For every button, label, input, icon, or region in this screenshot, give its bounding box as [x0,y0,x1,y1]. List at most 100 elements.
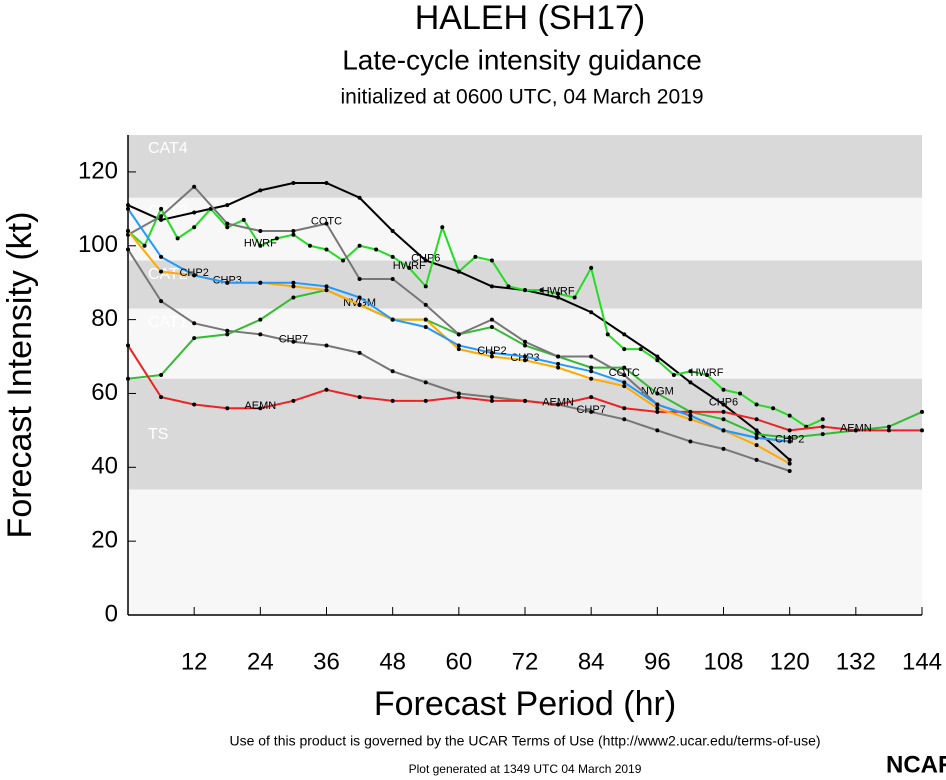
data-point [126,343,130,348]
data-point [589,265,594,270]
data-point [622,417,627,422]
data-point [175,236,180,241]
data-point [357,195,362,200]
data-point [291,398,296,403]
data-point [456,343,461,348]
data-point [456,391,461,396]
data-point [192,184,197,189]
line-label: AEMN [542,396,574,408]
data-point [357,350,362,355]
data-point [688,369,693,374]
data-point [159,217,164,222]
data-point [655,358,660,363]
data-point [655,402,660,407]
data-point [721,446,726,451]
data-point [291,280,296,285]
data-point [688,409,693,414]
data-point [655,354,660,359]
data-point [225,332,230,337]
y-tick-label: 80 [91,305,118,332]
data-point [622,384,627,389]
data-point [589,365,594,370]
data-point [489,398,494,403]
data-point [390,369,395,374]
data-point [423,325,428,329]
data-point [820,417,825,422]
band-label: CAT4 [148,140,188,157]
data-point [324,181,329,185]
data-point [754,432,759,437]
data-point [539,288,544,293]
data-point [126,203,130,208]
data-point [572,295,577,300]
data-point [886,424,891,429]
category-band [128,260,922,309]
data-point [721,409,726,414]
x-tick-label: 72 [512,648,539,675]
data-point [324,221,329,226]
data-point [274,236,279,241]
y-tick-label: 0 [105,600,118,627]
data-point [291,232,296,237]
data-point [655,428,660,433]
data-point [721,428,726,433]
data-point [787,413,792,418]
data-point [390,254,395,259]
y-tick-label: 20 [91,526,118,553]
data-point [489,317,494,322]
data-point [556,402,561,407]
data-point [622,406,627,411]
data-point [820,424,825,429]
data-point [225,280,230,285]
data-point [341,258,346,263]
data-point [655,406,660,411]
line-label: HWRF [542,286,575,298]
data-point [159,299,164,304]
data-point [423,317,428,322]
x-tick-label: 36 [313,648,340,675]
data-point [489,350,494,355]
x-axis-label: Forecast Period (hr) [374,685,676,723]
data-point [754,428,759,433]
data-point [920,409,924,414]
data-point [225,328,230,333]
line-label: CHP2 [179,267,208,279]
data-point [456,395,461,400]
data-point [456,332,461,337]
line-label: HWRF [393,260,426,272]
data-point [589,376,594,381]
category-band [128,135,922,198]
data-point [258,229,263,233]
data-point [324,288,329,293]
line-label: HWRF [690,367,723,379]
data-point [456,269,461,274]
band-label: TS [148,426,168,443]
data-point [192,336,197,341]
data-point [622,332,627,337]
data-point [787,457,792,462]
x-tick-label: 96 [644,648,671,675]
data-point [291,295,296,300]
data-point [721,402,726,407]
data-point [258,188,263,193]
data-point [291,339,296,344]
data-point [291,229,296,233]
data-point [523,398,527,403]
data-point [357,295,362,300]
data-point [241,217,246,222]
data-point [258,280,263,285]
data-point [655,409,660,414]
data-point [126,206,130,211]
data-point [357,277,362,281]
line-label: CHP7 [576,404,605,416]
data-point [489,325,494,329]
data-point [473,254,478,259]
data-point [440,225,445,230]
data-point [523,354,527,359]
data-point [126,247,130,252]
data-point [754,417,759,422]
data-point [423,398,428,403]
data-point [225,221,230,226]
data-point [159,214,164,219]
data-point [159,395,164,400]
